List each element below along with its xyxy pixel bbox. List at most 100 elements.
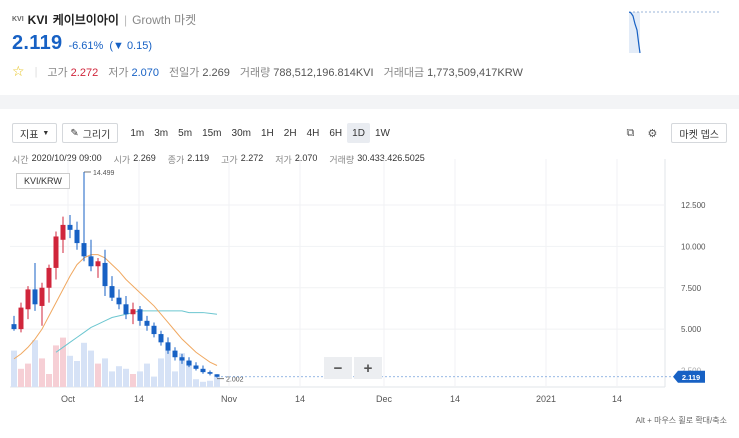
candle-body [32, 289, 38, 305]
timeframe-2h[interactable]: 2H [283, 127, 297, 139]
zoom-hint: Alt + 마우스 휠로 확대/축소 [635, 416, 727, 425]
price-row: 2.119 -6.61% (▼ 0.15) [12, 32, 152, 55]
indicator-button[interactable]: 지표 ▼ [12, 123, 58, 143]
candle-body [81, 243, 87, 257]
candle-body [144, 320, 150, 326]
volume-bar [18, 368, 24, 387]
timeframe-1d[interactable]: 1D [347, 123, 370, 143]
coin-name: 케이브이아이 [52, 13, 119, 27]
last-price-label: 2.119 [682, 373, 700, 382]
candle-body [67, 224, 73, 230]
candle-body [158, 334, 164, 343]
volume-bar [123, 368, 129, 387]
timeframe-5m[interactable]: 5m [178, 127, 193, 139]
symbol-tag: KVI/KRW [16, 173, 70, 189]
y-tick-label: 10.000 [681, 242, 706, 251]
timeframe-list: 1m 3m 5m 15m 30m 1H 2H 4H 6H 1D 1W [125, 123, 395, 143]
candle-body [116, 297, 122, 305]
candle-body [151, 325, 157, 335]
gear-icon[interactable]: ⚙ [647, 127, 658, 140]
volume-bar [95, 363, 101, 387]
candle-body [102, 262, 108, 287]
zoom-controls: − + [324, 357, 384, 379]
down-triangle-icon: ▼ [112, 40, 124, 52]
draw-button[interactable]: ✎ 그리기 [62, 123, 119, 143]
volume-bar [88, 350, 94, 387]
timeframe-6h[interactable]: 6H [329, 127, 343, 139]
timeframe-15m[interactable]: 15m [202, 127, 222, 139]
market-label: Growth 마켓 [132, 13, 197, 27]
candle-body [186, 360, 192, 366]
ticker-header: KVI KVI 케이브이아이 | Growth 마켓 2.119 -6.61% … [0, 0, 739, 95]
x-tick-label: Nov [221, 394, 238, 404]
volume-bar [60, 337, 66, 387]
volume-bar [39, 358, 45, 387]
volume-bar [109, 371, 115, 387]
candle-body [39, 287, 45, 306]
volume-bar [186, 361, 192, 387]
candle-body [179, 357, 185, 361]
coin-symbol: KVI [27, 12, 48, 27]
favorite-star-icon[interactable]: ☆ [12, 63, 25, 79]
stat-trade-value: 거래대금 1,773,509,417KRW [383, 66, 523, 79]
symbol-separator: | [123, 12, 128, 27]
price-chart[interactable]: Oct 14 Nov 14 Dec 14 2021 14 12.500 10.000 7.500 5.… [0, 109, 739, 438]
candle-body [109, 286, 115, 298]
volume-bar [25, 363, 31, 387]
timeframe-4h[interactable]: 4H [306, 127, 320, 139]
mini-sparkline [629, 11, 719, 54]
timeframe-3m[interactable]: 3m [154, 127, 169, 139]
candle-body [207, 372, 213, 374]
coin-logo: KVI [12, 16, 24, 23]
volume-bar [11, 350, 17, 387]
current-price: 2.119 [12, 32, 63, 54]
candle-body [46, 267, 52, 288]
stat-prev-close: 전일가 2.269 [168, 66, 230, 79]
volume-bar [165, 350, 171, 387]
market-depth-button[interactable]: 마켓 뎁스 [671, 123, 727, 143]
stats-row: ☆ | 고가 2.272 저가 2.070 전일가 2.269 거래량 788,512,… [12, 63, 533, 80]
ma-long-line [55, 310, 218, 353]
candle-body [25, 289, 31, 310]
ohlc-value: 2.070 [294, 153, 318, 163]
stats-divider: | [34, 65, 38, 78]
timeframe-1w[interactable]: 1W [374, 127, 390, 139]
zoom-in-button[interactable]: + [354, 357, 382, 379]
y-tick-label: 5.000 [681, 325, 702, 334]
ohlc-value: 30.433.426.5025 [357, 153, 425, 163]
candle-body [95, 261, 101, 267]
volume-bar [151, 376, 157, 387]
popout-icon[interactable]: ⧉ [626, 126, 635, 139]
volume-bar [179, 353, 185, 387]
change-amount-value: 0.15 [126, 40, 149, 52]
ohlc-value: 2020/10/29 09:00 [31, 153, 102, 163]
volume-bar [158, 358, 164, 387]
chart-panel: 지표 ▼ ✎ 그리기 1m 3m 5m 15m 30m 1H 2H 4H 6H 1D 1W ⧉ ⚙ 마켓… [0, 109, 739, 438]
symbol-row: KVI KVI 케이브이아이 | Growth 마켓 [12, 11, 196, 28]
ohlc-value: 2.272 [240, 153, 264, 163]
x-tick-label: 14 [134, 394, 144, 404]
candle-body [74, 229, 80, 244]
candle-body [172, 350, 178, 358]
max-price-label: 14.499 [93, 170, 115, 177]
x-tick-label: Dec [376, 394, 393, 404]
candle-body [200, 368, 206, 373]
timeframe-30m[interactable]: 30m [231, 127, 251, 139]
timeframe-1m[interactable]: 1m [130, 127, 145, 139]
x-tick-label: 2021 [536, 394, 556, 404]
candle-body [88, 256, 94, 267]
section-gap [0, 95, 739, 109]
timeframe-1h[interactable]: 1H [260, 127, 274, 139]
stat-volume: 거래량 788,512,196.814KVI [239, 66, 374, 79]
volume-bar [74, 361, 80, 387]
volume-bar [53, 345, 59, 387]
volume-bar [116, 366, 122, 387]
volume-bar [130, 374, 136, 387]
volume-bar [193, 379, 199, 387]
candle-body [60, 224, 66, 240]
zoom-out-button[interactable]: − [324, 357, 352, 379]
candle-body [130, 309, 136, 315]
x-tick-label: 14 [295, 394, 305, 404]
y-tick-label: 7.500 [681, 284, 702, 293]
